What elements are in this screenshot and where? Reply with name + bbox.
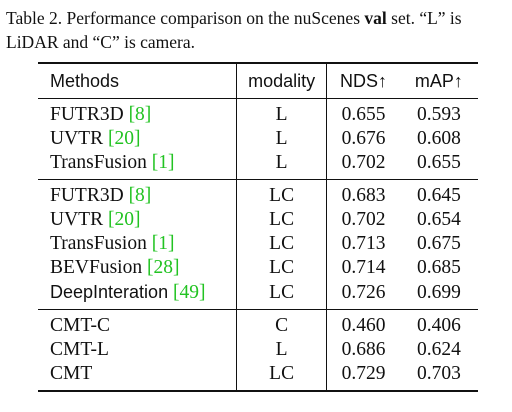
- nds-cell: 0.460: [341, 315, 386, 336]
- header-row: Methods modality NDS↑ mAP↑: [38, 63, 478, 99]
- method-name: DeepInteration: [50, 282, 169, 302]
- header-methods: Methods: [38, 63, 238, 99]
- method-cell: UVTR [20]: [38, 208, 238, 232]
- method-name: FUTR3D: [50, 104, 124, 125]
- table-row: CMT-L L 0.686 0.624: [38, 338, 478, 362]
- modality-cell: LC: [236, 232, 328, 256]
- table-row: UVTR [20] L 0.676 0.608: [38, 127, 478, 151]
- modality-cell: L: [236, 127, 328, 151]
- citation-link[interactable]: [28]: [146, 257, 180, 278]
- nds-cell: 0.683: [341, 185, 386, 206]
- method-cell: TransFusion [1]: [38, 151, 238, 180]
- results-table: Methods modality NDS↑ mAP↑ FUTR3D [8] L …: [38, 62, 478, 392]
- map-cell: 0.655: [416, 152, 461, 173]
- modality-cell: LC: [236, 362, 328, 391]
- table-row: CMT LC 0.729 0.703: [38, 362, 478, 391]
- modality-cell: L: [236, 151, 328, 180]
- method-cell: DeepInteration [49]: [38, 280, 238, 310]
- method-name: CMT-L: [50, 339, 109, 360]
- modality-cell: LC: [236, 280, 328, 310]
- map-cell: 0.675: [416, 233, 461, 254]
- map-cell: 0.699: [416, 281, 461, 303]
- method-name: FUTR3D: [50, 185, 124, 206]
- nds-cell: 0.676: [341, 128, 386, 149]
- map-cell: 0.624: [416, 339, 461, 360]
- table-row: BEVFusion [28] LC 0.714 0.685: [38, 256, 478, 280]
- caption-bold-val: val: [364, 8, 387, 28]
- group-lidar: FUTR3D [8] L 0.655 0.593 UVTR [20] L 0.6…: [38, 98, 478, 180]
- map-cell: 0.608: [416, 128, 461, 149]
- method-cell: TransFusion [1]: [38, 232, 238, 256]
- header-modality: modality: [236, 63, 328, 99]
- nds-cell-best: 0.729: [341, 363, 386, 384]
- table-row: TransFusion [1] L 0.702 0.655: [38, 151, 478, 180]
- citation-link[interactable]: [20]: [107, 128, 141, 149]
- method-cell: CMT: [38, 362, 238, 391]
- map-cell: 0.654: [416, 209, 461, 230]
- map-cell: 0.645: [416, 185, 461, 206]
- citation-link[interactable]: [8]: [128, 185, 152, 206]
- nds-cell: 0.702: [341, 152, 386, 173]
- method-cell: CMT-L: [38, 338, 238, 362]
- header-map: mAP↑: [414, 71, 463, 91]
- method-cell: FUTR3D [8]: [38, 179, 238, 208]
- method-name: TransFusion: [50, 233, 147, 254]
- modality-cell: C: [236, 309, 328, 338]
- method-cell: UVTR [20]: [38, 127, 238, 151]
- table-row: CMT-C C 0.460 0.406: [38, 309, 478, 338]
- nds-cell: 0.713: [341, 233, 386, 254]
- map-cell: 0.593: [416, 104, 461, 125]
- citation-link[interactable]: [20]: [107, 209, 141, 230]
- table-caption: Table 2. Performance comparison on the n…: [6, 6, 506, 54]
- citation-link[interactable]: [1]: [151, 152, 175, 173]
- method-name: BEVFusion: [50, 257, 143, 278]
- group-lidar-camera: FUTR3D [8] LC 0.683 0.645 UVTR [20] LC 0…: [38, 179, 478, 310]
- citation-link[interactable]: [49]: [172, 282, 206, 303]
- map-cell: 0.406: [416, 315, 461, 336]
- modality-cell: LC: [236, 256, 328, 280]
- modality-cell: L: [236, 98, 328, 127]
- method-cell: FUTR3D [8]: [38, 98, 238, 127]
- group-cmt: CMT-C C 0.460 0.406 CMT-L L 0.686 0.624 …: [38, 309, 478, 391]
- modality-cell: L: [236, 338, 328, 362]
- citation-link[interactable]: [1]: [151, 233, 175, 254]
- modality-cell: LC: [236, 208, 328, 232]
- caption-text-part1: Table 2. Performance comparison on the n…: [6, 8, 365, 28]
- map-cell-best: 0.703: [416, 363, 461, 384]
- nds-cell: 0.726: [341, 281, 386, 303]
- nds-cell: 0.702: [341, 209, 386, 230]
- table-row: FUTR3D [8] LC 0.683 0.645: [38, 179, 478, 208]
- citation-link[interactable]: [8]: [128, 104, 152, 125]
- table-row: TransFusion [1] LC 0.713 0.675: [38, 232, 478, 256]
- nds-cell: 0.686: [341, 339, 386, 360]
- nds-cell: 0.655: [341, 104, 386, 125]
- method-cell: CMT-C: [38, 309, 238, 338]
- method-name: TransFusion: [50, 152, 147, 173]
- method-name: CMT: [50, 363, 93, 384]
- method-name: UVTR: [50, 209, 104, 230]
- table-row: UVTR [20] LC 0.702 0.654: [38, 208, 478, 232]
- table-row: FUTR3D [8] L 0.655 0.593: [38, 98, 478, 127]
- method-cell: BEVFusion [28]: [38, 256, 238, 280]
- caption-text-part2: set. “L” is LiDAR and “C” is camera.: [6, 8, 462, 52]
- modality-cell: LC: [236, 179, 328, 208]
- map-cell: 0.685: [416, 257, 461, 278]
- method-name: CMT-C: [50, 315, 110, 336]
- nds-cell: 0.714: [341, 257, 386, 278]
- table-row: DeepInteration [49] LC 0.726 0.699: [38, 280, 478, 310]
- method-name: UVTR: [50, 128, 104, 149]
- header-nds: NDS↑: [340, 71, 388, 91]
